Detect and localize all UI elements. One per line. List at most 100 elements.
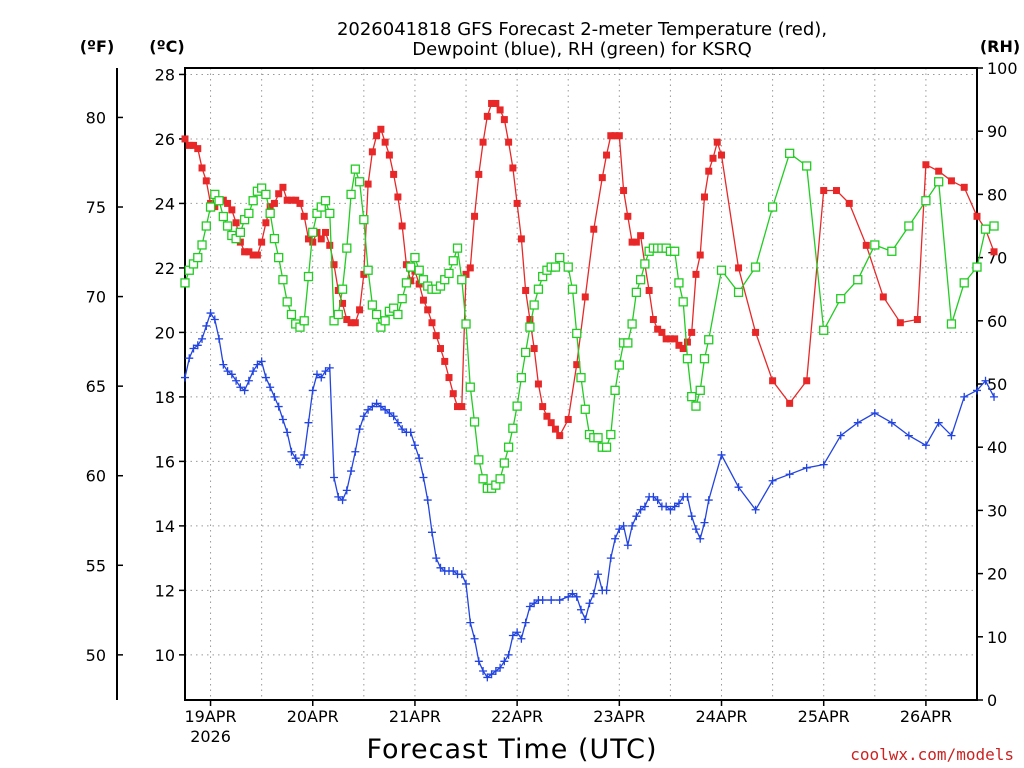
2-meter-temperature-marker [551, 425, 559, 433]
relative-humidity-marker [325, 208, 335, 219]
2-meter-temperature-marker [705, 167, 713, 175]
2-meter-temperature-marker [637, 232, 645, 240]
dewpoint-marker [636, 505, 645, 514]
2-meter-temperature-marker [547, 419, 555, 427]
2-meter-temperature-marker [441, 357, 449, 365]
2-meter-temperature-marker [232, 219, 240, 227]
dewpoint-marker [594, 570, 603, 579]
dewpoint-marker [304, 418, 313, 427]
relative-humidity-marker [444, 268, 454, 279]
dewpoint-marker [870, 409, 879, 418]
dewpoint-marker [836, 431, 845, 440]
2-meter-temperature-marker [803, 377, 811, 385]
dewpoint-series [181, 309, 999, 682]
2-meter-temperature-marker [224, 199, 232, 207]
2-meter-temperature-marker [445, 374, 453, 382]
dewpoint-marker [606, 554, 615, 563]
2-meter-temperature-marker [581, 293, 589, 301]
dewpoint-marker [904, 431, 913, 440]
2-meter-temperature-marker [645, 286, 653, 294]
dewpoint-marker [317, 373, 326, 382]
dewpoint-marker [785, 470, 794, 479]
rh-tick-label: 50 [987, 375, 1007, 394]
dewpoint-marker [853, 418, 862, 427]
dewpoint-marker [921, 441, 930, 450]
2-meter-temperature-marker [820, 187, 828, 195]
dewpoint-marker [564, 592, 573, 601]
dewpoint-marker [364, 405, 373, 414]
relative-humidity-marker [529, 300, 539, 310]
x-tick-label: 26APR [900, 707, 952, 726]
dewpoint-marker [547, 596, 556, 605]
relative-humidity-marker [478, 474, 488, 484]
dewpoint-marker [223, 367, 232, 376]
celsius-tick-label: 10 [155, 646, 175, 665]
relative-humidity-marker [580, 404, 590, 414]
dewpoint-marker [990, 392, 999, 401]
fahrenheit-unit-label: (ºF) [80, 37, 115, 56]
dewpoint-marker [521, 618, 530, 627]
2-meter-temperature-marker [718, 151, 726, 159]
fahrenheit-tick-label: 65 [86, 377, 106, 396]
axes [116, 67, 983, 706]
relative-humidity-marker [248, 196, 258, 206]
dewpoint-marker [687, 512, 696, 521]
2-meter-temperature-marker [700, 193, 708, 201]
relative-humidity-marker [286, 309, 297, 320]
relative-humidity-marker [699, 354, 710, 364]
rh-tick-label: 90 [987, 122, 1007, 141]
relative-humidity-marker [959, 278, 969, 288]
relative-humidity-marker [342, 243, 352, 253]
relative-humidity-marker [550, 262, 561, 272]
2-meter-temperature-marker [598, 174, 606, 182]
2-meter-temperature-marker [573, 361, 581, 369]
2-meter-temperature-marker [390, 170, 398, 178]
relative-humidity-marker [512, 401, 522, 411]
2-meter-temperature-marker [428, 319, 436, 327]
chart-title-line-1: 2026041818 GFS Forecast 2-meter Temperat… [337, 19, 827, 40]
2-meter-temperature-marker [517, 235, 525, 243]
2-meter-temperature-marker [185, 141, 193, 149]
dewpoint-marker [393, 418, 402, 427]
dewpoint-marker [538, 596, 547, 605]
dewpoint-marker [347, 467, 356, 476]
relative-humidity-marker [201, 221, 211, 231]
dewpoint-marker [321, 367, 330, 376]
dewpoint-marker [432, 554, 441, 563]
celsius-tick-label: 18 [155, 388, 175, 407]
relative-humidity-marker [499, 458, 510, 468]
2-meter-temperature-marker [679, 345, 687, 353]
dewpoint-marker [734, 483, 743, 492]
relative-humidity-marker [670, 246, 680, 256]
relative-humidity-marker [414, 265, 424, 275]
2-meter-temperature-marker [326, 241, 334, 249]
relative-humidity-marker [269, 233, 280, 244]
dewpoint-marker [398, 425, 407, 434]
2-meter-temperature-marker [611, 132, 619, 140]
relative-humidity-marker [525, 322, 535, 332]
2-meter-temperature-marker [381, 138, 389, 146]
dewpoint-marker [330, 473, 339, 482]
2-meter-temperature-marker [713, 138, 721, 146]
relative-humidity-marker [989, 221, 999, 231]
relative-humidity-marker [687, 391, 697, 402]
credit-link[interactable]: coolwx.com/models [850, 745, 1014, 764]
2-meter-temperature-marker [368, 148, 376, 156]
relative-humidity-marker [410, 252, 420, 263]
2-meter-temperature-marker [628, 238, 636, 246]
x-tick-sublabel: 2026 [190, 727, 231, 746]
dewpoint-marker [704, 496, 713, 505]
dewpoint-marker [308, 386, 317, 395]
relative-humidity-marker [265, 208, 275, 219]
fahrenheit-tick-label: 55 [86, 556, 106, 575]
dewpoint-marker [261, 373, 270, 382]
relative-humidity-marker [320, 196, 331, 206]
2-meter-temperature-marker [198, 164, 206, 172]
2-meter-temperature-marker [475, 170, 483, 178]
dewpoint-marker [513, 628, 522, 637]
2-meter-temperature-marker [253, 251, 261, 259]
2-meter-temperature-marker [300, 212, 308, 220]
2-meter-temperature-marker [607, 132, 615, 140]
2-meter-temperature-marker [683, 338, 691, 346]
fahrenheit-tick-label: 50 [86, 646, 106, 665]
